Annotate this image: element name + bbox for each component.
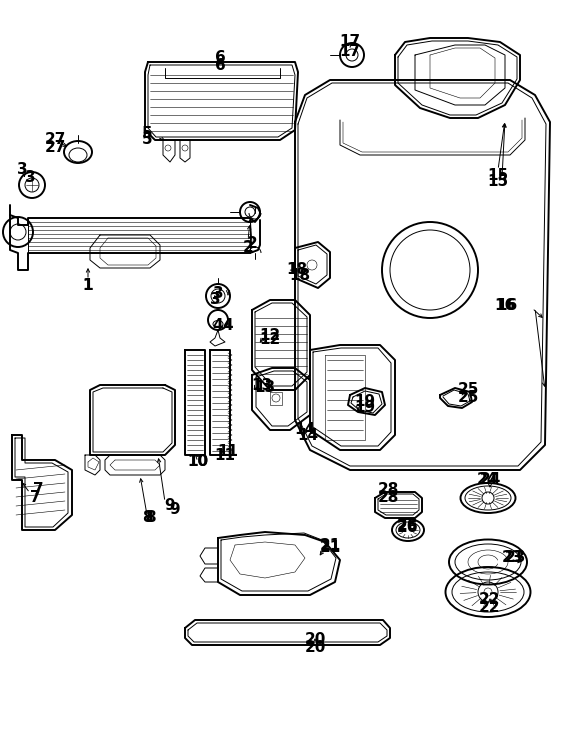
Text: 24: 24	[479, 473, 500, 488]
Text: 10: 10	[187, 454, 208, 470]
Text: 23: 23	[501, 551, 523, 565]
Text: 16: 16	[496, 297, 517, 312]
Text: 19: 19	[354, 394, 376, 409]
Text: 3: 3	[210, 293, 220, 308]
Text: 7: 7	[33, 483, 43, 498]
Text: 12: 12	[259, 327, 281, 343]
Text: 17: 17	[339, 34, 360, 49]
Text: 26: 26	[397, 521, 419, 536]
Text: 6: 6	[215, 49, 225, 64]
Text: 28: 28	[377, 491, 399, 506]
Text: 14: 14	[294, 423, 315, 438]
Text: 1: 1	[83, 277, 93, 293]
Text: 22: 22	[479, 592, 500, 607]
Text: 14: 14	[297, 427, 318, 442]
Text: 21: 21	[319, 538, 340, 553]
Text: 3: 3	[213, 285, 223, 300]
Text: 22: 22	[479, 601, 500, 616]
Text: 11: 11	[217, 444, 238, 459]
Text: 12: 12	[259, 332, 281, 347]
Text: 15: 15	[488, 167, 509, 182]
Text: 20: 20	[304, 633, 326, 648]
Text: 2: 2	[246, 235, 258, 250]
Text: 4: 4	[213, 317, 223, 332]
Text: 5: 5	[142, 132, 152, 147]
Text: 28: 28	[377, 483, 399, 498]
Text: 9: 9	[170, 503, 180, 518]
Text: 5: 5	[142, 125, 152, 140]
Text: 24: 24	[477, 473, 498, 488]
Text: 3: 3	[25, 170, 35, 185]
Text: 26: 26	[397, 518, 419, 533]
Text: 25: 25	[457, 391, 479, 406]
Text: 3: 3	[17, 163, 27, 178]
Text: 17: 17	[339, 45, 360, 60]
Text: 6: 6	[215, 58, 225, 72]
Text: 27: 27	[44, 140, 65, 155]
Text: 27: 27	[44, 132, 65, 147]
Text: 21: 21	[319, 541, 340, 556]
Text: 7: 7	[30, 491, 40, 506]
Text: 9: 9	[165, 498, 175, 512]
Text: 18: 18	[286, 262, 308, 277]
Text: 4: 4	[223, 317, 234, 332]
Text: 15: 15	[488, 175, 509, 190]
Text: 11: 11	[214, 447, 235, 462]
Text: 10: 10	[187, 454, 208, 470]
Text: 8: 8	[142, 510, 152, 525]
Text: 8: 8	[145, 510, 155, 525]
Text: 13: 13	[255, 380, 276, 395]
Text: 18: 18	[290, 267, 311, 282]
Text: 20: 20	[304, 640, 326, 656]
Text: 2: 2	[242, 241, 253, 255]
Text: 16: 16	[495, 297, 516, 312]
Text: 1: 1	[83, 277, 93, 293]
Text: 23: 23	[505, 551, 526, 565]
Text: 13: 13	[252, 379, 273, 394]
Text: 19: 19	[354, 400, 376, 415]
Text: 25: 25	[457, 382, 479, 397]
